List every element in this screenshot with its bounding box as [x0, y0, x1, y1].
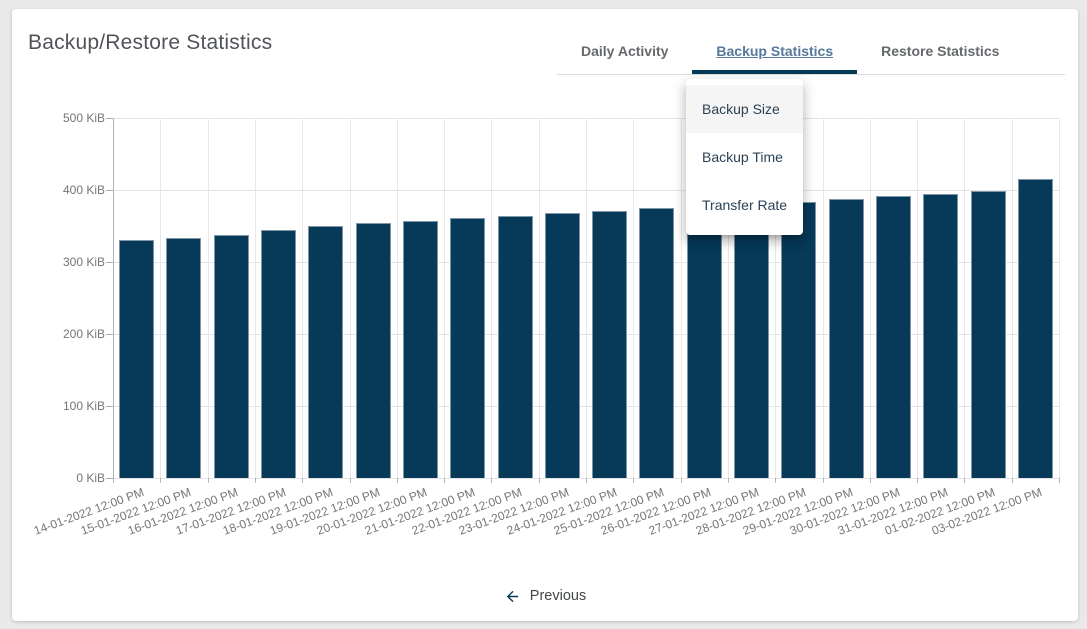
x-axis-tick	[444, 478, 446, 483]
x-axis-tick	[207, 478, 209, 483]
x-gridline	[538, 118, 540, 478]
previous-button[interactable]: Previous	[12, 586, 1078, 606]
x-axis-tick	[113, 478, 114, 483]
x-gridline	[491, 118, 493, 478]
x-axis-tick	[633, 478, 635, 483]
menu-item-transfer-rate[interactable]: Transfer Rate	[702, 197, 788, 213]
backup-size-bar	[308, 226, 344, 478]
x-gridline	[1011, 118, 1013, 478]
backup-size-bar	[119, 240, 155, 478]
x-gridline	[775, 118, 777, 478]
x-axis-tick	[869, 478, 871, 483]
x-gridline	[1059, 118, 1060, 478]
x-gridline	[822, 118, 824, 478]
backup-size-bar	[213, 234, 249, 478]
previous-button-label: Previous	[529, 588, 587, 604]
y-axis-label: 100 KiB	[62, 399, 105, 413]
x-gridline	[680, 118, 682, 478]
x-axis-tick	[727, 478, 729, 483]
x-gridline	[396, 118, 398, 478]
x-axis-tick	[775, 478, 777, 483]
y-axis-label: 0 KiB	[76, 471, 105, 485]
y-axis-label: 300 KiB	[62, 255, 105, 269]
arrow-left-icon	[504, 588, 521, 605]
y-axis-tick	[106, 262, 113, 263]
x-axis-tick	[586, 478, 587, 483]
menu-item-backup-time[interactable]: Backup Time	[702, 149, 783, 165]
x-gridline	[964, 118, 966, 478]
x-gridline	[302, 118, 304, 478]
y-axis-label: 500 KiB	[62, 111, 105, 125]
x-axis-tick	[396, 478, 398, 483]
backup-size-bar	[970, 190, 1006, 478]
x-axis-tick	[822, 478, 824, 483]
x-axis-tick	[917, 478, 919, 483]
backup-size-bar	[639, 208, 675, 478]
x-axis-tick	[1011, 478, 1013, 483]
x-axis-tick	[680, 478, 682, 483]
x-axis-tick	[349, 478, 351, 483]
backup-size-bar	[686, 205, 722, 478]
backup-size-bar-chart: 0 KiB 100 KiB 200 KiB 300 KiB 400 KiB 500 KiB…	[32, 111, 1060, 538]
tab-bar: Daily Activity Backup Statistics Restore…	[557, 30, 1065, 75]
statistics-dropdown-menu: Backup Size Backup Time Transfer Rate	[686, 79, 803, 235]
x-gridline	[349, 118, 351, 478]
backup-statistics-card: Backup/Restore Statistics Daily Activity…	[12, 9, 1078, 621]
x-axis-tick	[964, 478, 966, 483]
x-gridline	[869, 118, 871, 478]
backup-size-bar	[828, 199, 864, 478]
menu-item-backup-size[interactable]: Backup Size	[686, 85, 803, 133]
backup-size-bar	[875, 196, 911, 478]
backup-size-bar	[450, 218, 486, 478]
backup-size-bar	[166, 237, 202, 478]
x-gridline	[633, 118, 635, 478]
y-axis-tick	[106, 406, 113, 407]
x-gridline	[254, 118, 256, 478]
x-gridline	[586, 118, 587, 478]
backup-size-bar	[497, 215, 533, 478]
y-axis-label: 200 KiB	[62, 327, 105, 341]
backup-size-bar	[355, 223, 391, 478]
x-axis-tick	[160, 478, 162, 483]
x-axis-tick	[254, 478, 256, 483]
x-gridline	[444, 118, 446, 478]
backup-size-bar	[1017, 179, 1053, 478]
y-axis-tick	[106, 190, 113, 191]
x-gridline	[160, 118, 162, 478]
x-axis-tick	[538, 478, 540, 483]
backup-size-bar	[261, 229, 297, 478]
tab-daily-activity[interactable]: Daily Activity	[581, 43, 669, 59]
y-axis-tick	[106, 478, 113, 479]
y-axis-tick	[106, 118, 113, 119]
tab-backup-statistics[interactable]: Backup Statistics	[692, 30, 858, 74]
backup-size-bar	[923, 193, 959, 478]
x-gridline	[727, 118, 729, 478]
page-title: Backup/Restore Statistics	[28, 31, 273, 54]
y-axis-label: 400 KiB	[62, 183, 105, 197]
x-axis-tick	[1059, 478, 1060, 483]
backup-size-bar	[402, 220, 438, 478]
backup-size-bar	[734, 203, 770, 478]
backup-size-bar	[544, 213, 580, 478]
backup-size-bar	[781, 201, 817, 478]
x-axis-tick	[491, 478, 493, 483]
y-axis-tick	[106, 334, 113, 335]
tab-restore-statistics[interactable]: Restore Statistics	[881, 43, 1000, 59]
backup-size-bar	[592, 210, 628, 478]
x-gridline	[917, 118, 919, 478]
x-axis-tick	[302, 478, 304, 483]
x-gridline	[207, 118, 209, 478]
y-axis-line	[113, 118, 114, 478]
